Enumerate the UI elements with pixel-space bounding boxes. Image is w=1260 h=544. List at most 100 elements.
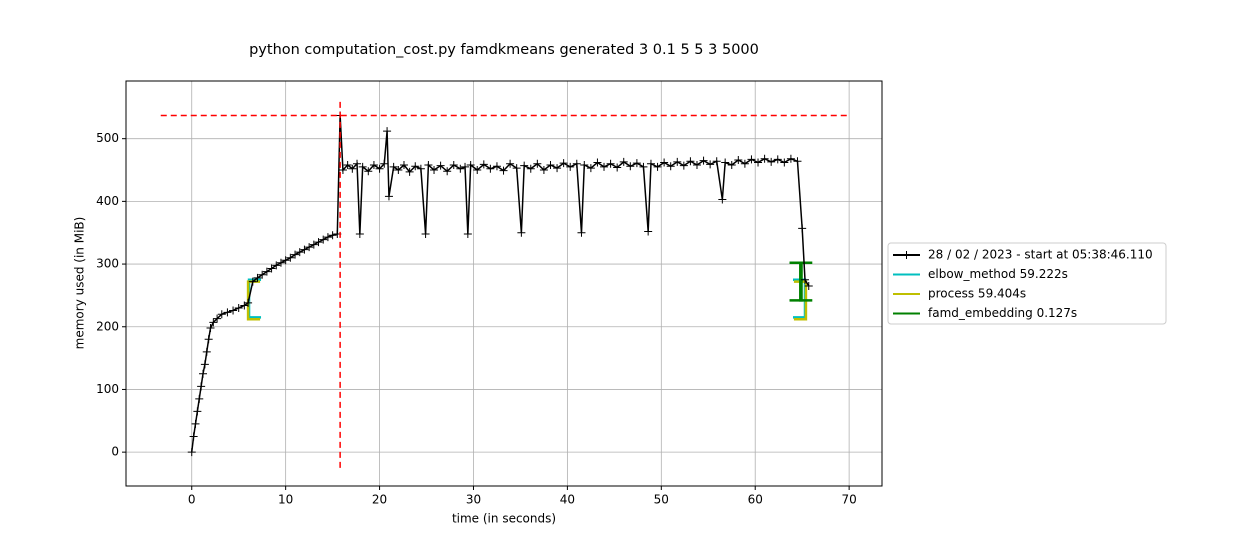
x-tick-label: 0 bbox=[188, 493, 196, 507]
point-marker bbox=[305, 243, 314, 252]
point-marker bbox=[197, 382, 206, 391]
point-marker bbox=[248, 277, 257, 286]
plot-frame bbox=[125, 80, 883, 487]
point-marker bbox=[343, 161, 352, 170]
point-marker bbox=[706, 160, 715, 169]
y-axis-label: memory used (in MiB) bbox=[73, 217, 87, 350]
point-marker bbox=[533, 159, 542, 168]
point-marker bbox=[262, 267, 271, 276]
point-marker bbox=[492, 162, 501, 171]
point-marker bbox=[653, 162, 662, 171]
point-marker bbox=[804, 282, 813, 291]
point-marker bbox=[291, 250, 300, 259]
point-marker bbox=[430, 166, 439, 175]
point-marker bbox=[217, 310, 226, 319]
point-marker bbox=[734, 155, 743, 164]
point-marker bbox=[800, 275, 809, 284]
point-marker bbox=[295, 248, 304, 257]
point-marker bbox=[580, 161, 589, 170]
y-tick-label: 300 bbox=[96, 257, 119, 271]
point-marker bbox=[383, 127, 392, 136]
x-tick-label: 30 bbox=[466, 493, 481, 507]
point-marker bbox=[577, 228, 586, 237]
point-marker bbox=[760, 154, 769, 163]
point-marker bbox=[389, 162, 398, 171]
point-marker bbox=[300, 245, 309, 254]
y-tick-label: 0 bbox=[111, 445, 119, 459]
point-marker bbox=[566, 162, 575, 171]
point-marker bbox=[405, 167, 414, 176]
point-marker bbox=[767, 157, 776, 166]
legend-label: process 59.404s bbox=[928, 287, 1026, 301]
point-marker bbox=[512, 164, 521, 173]
point-marker bbox=[721, 158, 730, 167]
point-marker bbox=[586, 164, 595, 173]
point-marker bbox=[193, 407, 202, 416]
point-marker bbox=[539, 166, 548, 175]
point-marker bbox=[793, 157, 802, 166]
point-marker bbox=[253, 273, 262, 282]
point-marker bbox=[600, 162, 609, 171]
point-marker bbox=[309, 240, 318, 249]
point-marker bbox=[740, 159, 749, 168]
point-marker bbox=[692, 161, 701, 170]
point-marker bbox=[499, 166, 508, 175]
y-tick-label: 400 bbox=[96, 194, 119, 208]
y-tick-label: 100 bbox=[96, 382, 119, 396]
point-marker bbox=[244, 298, 253, 307]
point-marker bbox=[355, 229, 364, 238]
point-marker bbox=[358, 162, 367, 171]
point-marker bbox=[213, 314, 222, 323]
legend-label: famd_embedding 0.127s bbox=[928, 306, 1077, 320]
point-marker bbox=[466, 161, 475, 170]
point-marker bbox=[272, 261, 281, 270]
point-marker bbox=[486, 164, 495, 173]
point-marker bbox=[267, 264, 276, 273]
point-marker bbox=[276, 258, 285, 267]
function-end-bracket bbox=[789, 261, 803, 302]
point-marker bbox=[673, 157, 682, 166]
point-marker bbox=[727, 161, 736, 170]
point-marker bbox=[394, 166, 403, 175]
x-tick-label: 60 bbox=[748, 493, 763, 507]
function-start-bracket bbox=[247, 278, 262, 319]
point-marker bbox=[199, 369, 208, 378]
point-marker bbox=[626, 162, 635, 171]
point-marker bbox=[369, 161, 378, 170]
point-marker bbox=[436, 161, 445, 170]
point-marker bbox=[328, 231, 337, 240]
point-marker bbox=[747, 155, 756, 164]
point-marker bbox=[646, 159, 655, 168]
legend-box bbox=[887, 242, 1167, 325]
point-marker bbox=[449, 161, 458, 170]
point-marker bbox=[353, 159, 362, 168]
point-marker bbox=[463, 229, 472, 238]
point-marker bbox=[443, 167, 452, 176]
function-end-bracket bbox=[792, 278, 807, 319]
point-marker bbox=[559, 159, 568, 168]
x-tick-label: 70 bbox=[841, 493, 856, 507]
point-marker bbox=[286, 253, 295, 262]
point-marker bbox=[191, 419, 200, 428]
point-marker bbox=[679, 161, 688, 170]
x-axis-label: time (in seconds) bbox=[452, 512, 556, 526]
point-marker bbox=[639, 162, 648, 171]
point-marker bbox=[195, 394, 204, 403]
x-tick-label: 20 bbox=[372, 493, 387, 507]
point-marker bbox=[384, 192, 393, 201]
x-tick-label: 10 bbox=[278, 493, 293, 507]
point-marker bbox=[364, 167, 373, 176]
x-tick-label: 50 bbox=[654, 493, 669, 507]
point-marker bbox=[773, 155, 782, 164]
point-marker bbox=[314, 238, 323, 247]
point-marker bbox=[399, 161, 408, 170]
point-marker bbox=[424, 161, 433, 170]
point-marker bbox=[229, 306, 238, 315]
point-marker bbox=[234, 303, 243, 312]
point-marker bbox=[613, 163, 622, 172]
point-marker bbox=[546, 161, 555, 170]
point-marker bbox=[416, 164, 425, 173]
point-marker bbox=[323, 233, 332, 242]
point-marker bbox=[632, 159, 641, 168]
